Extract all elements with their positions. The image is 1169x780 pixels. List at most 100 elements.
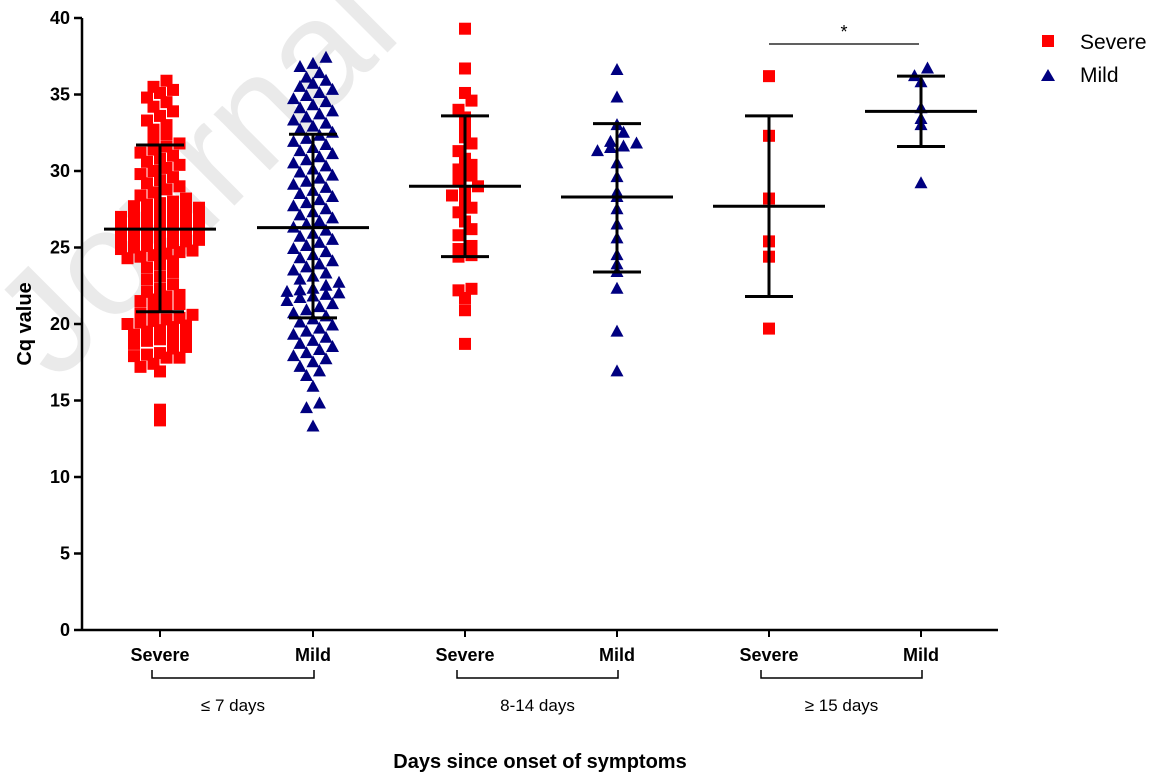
data-point-mild xyxy=(326,318,339,331)
data-point-severe xyxy=(128,328,140,341)
x-axis-labels: Severe Mild ≤ 7 days Severe Mild 8-14 days Sev… xyxy=(130,630,939,715)
data-point-severe xyxy=(763,322,775,335)
y-axis-title: Cq value xyxy=(14,282,36,365)
data-point-severe xyxy=(167,278,179,291)
data-point-severe xyxy=(141,229,153,242)
data-point-mild xyxy=(319,95,333,108)
data-point-severe xyxy=(167,195,179,208)
data-point-severe xyxy=(193,233,205,246)
data-point-severe xyxy=(167,265,179,278)
data-point-severe xyxy=(452,243,465,256)
data-point-severe xyxy=(160,128,173,141)
data-point-mild xyxy=(319,180,333,193)
data-point-mild xyxy=(300,110,313,123)
data-point-severe xyxy=(167,83,179,96)
x-axis-title: Days since onset of symptoms xyxy=(393,751,686,773)
data-point-severe xyxy=(115,210,127,223)
data-point-severe xyxy=(134,189,147,202)
data-point-mild xyxy=(313,214,326,227)
data-point-mild xyxy=(326,297,339,310)
data-point-severe xyxy=(160,301,173,314)
data-point-severe xyxy=(134,168,147,181)
data-point-severe xyxy=(160,140,173,153)
data-point-severe xyxy=(160,161,173,174)
data-point-severe xyxy=(167,342,179,355)
data-point-mild xyxy=(326,254,339,267)
data-point-severe xyxy=(141,155,153,168)
group-label: ≥ 15 days xyxy=(805,696,879,715)
data-point-severe xyxy=(154,414,166,427)
data-point-mild xyxy=(306,419,320,432)
data-point-mild xyxy=(300,260,313,273)
data-point-mild xyxy=(287,92,300,105)
data-point-mild xyxy=(591,144,604,157)
data-point-mild xyxy=(313,235,326,248)
data-point-mild xyxy=(293,229,307,242)
data-point-mild xyxy=(319,137,333,150)
data-point-severe xyxy=(141,325,153,338)
data-point-mild xyxy=(610,324,624,337)
data-point-severe xyxy=(141,207,153,220)
data-point-severe xyxy=(173,180,186,193)
data-point-severe xyxy=(459,62,471,75)
data-point-severe xyxy=(141,218,153,231)
data-point-severe xyxy=(147,132,160,145)
data-point-mild xyxy=(293,186,307,199)
data-point-severe xyxy=(459,337,471,350)
data-point-severe xyxy=(186,244,199,257)
data-point-mild xyxy=(287,242,300,255)
data-point-severe xyxy=(128,200,140,213)
data-point-mild xyxy=(293,272,307,285)
x-category-label: Mild xyxy=(903,645,939,665)
data-point-severe xyxy=(147,249,160,262)
data-point-severe xyxy=(147,165,160,177)
data-point-severe xyxy=(173,351,186,364)
legend-marker-mild xyxy=(1041,69,1055,81)
data-point-mild xyxy=(610,90,624,103)
data-point-mild xyxy=(287,349,300,362)
data-point-severe xyxy=(134,360,147,373)
data-point-severe xyxy=(141,273,153,286)
data-point-severe xyxy=(193,201,205,214)
data-point-mild xyxy=(326,232,339,245)
data-point-severe xyxy=(173,158,186,171)
data-point-mild xyxy=(313,396,326,409)
data-point-severe xyxy=(115,221,127,234)
group-bracket xyxy=(760,670,923,679)
data-point-mild xyxy=(313,171,326,184)
data-point-mild xyxy=(319,278,333,291)
data-point-severe xyxy=(180,213,192,226)
data-point-mild xyxy=(319,73,333,86)
data-point-mild xyxy=(293,79,307,92)
data-point-severe xyxy=(167,171,179,184)
data-point-mild xyxy=(287,199,300,212)
data-point-mild xyxy=(300,153,313,166)
y-axis-ticks: 0 5 10 15 20 25 30 35 40 xyxy=(50,8,82,640)
data-point-mild xyxy=(293,122,307,135)
data-point-severe xyxy=(180,224,192,237)
data-point-mild xyxy=(300,303,313,316)
data-point-mild xyxy=(326,104,339,117)
data-point-mild xyxy=(617,139,630,152)
data-point-severe xyxy=(154,109,166,122)
data-point-severe xyxy=(141,198,153,211)
data-point-mild xyxy=(610,281,624,294)
data-point-severe xyxy=(459,86,471,99)
data-point-mild xyxy=(332,286,346,299)
data-point-severe xyxy=(154,333,166,346)
data-point-severe xyxy=(180,203,192,216)
data-point-severe xyxy=(160,183,173,196)
data-point-mild xyxy=(293,336,307,349)
data-point-severe xyxy=(128,350,140,363)
data-point-mild xyxy=(280,294,294,307)
data-point-mild xyxy=(319,266,333,279)
data-point-mild xyxy=(300,238,313,251)
data-point-severe xyxy=(452,284,465,297)
group-label: 8-14 days xyxy=(500,696,575,715)
data-point-severe xyxy=(160,313,173,326)
group-bracket xyxy=(456,670,619,679)
data-point-mild xyxy=(306,333,320,346)
data-point-mild xyxy=(300,369,313,382)
y-tick-label: 30 xyxy=(50,161,70,181)
data-point-severe xyxy=(452,229,465,242)
